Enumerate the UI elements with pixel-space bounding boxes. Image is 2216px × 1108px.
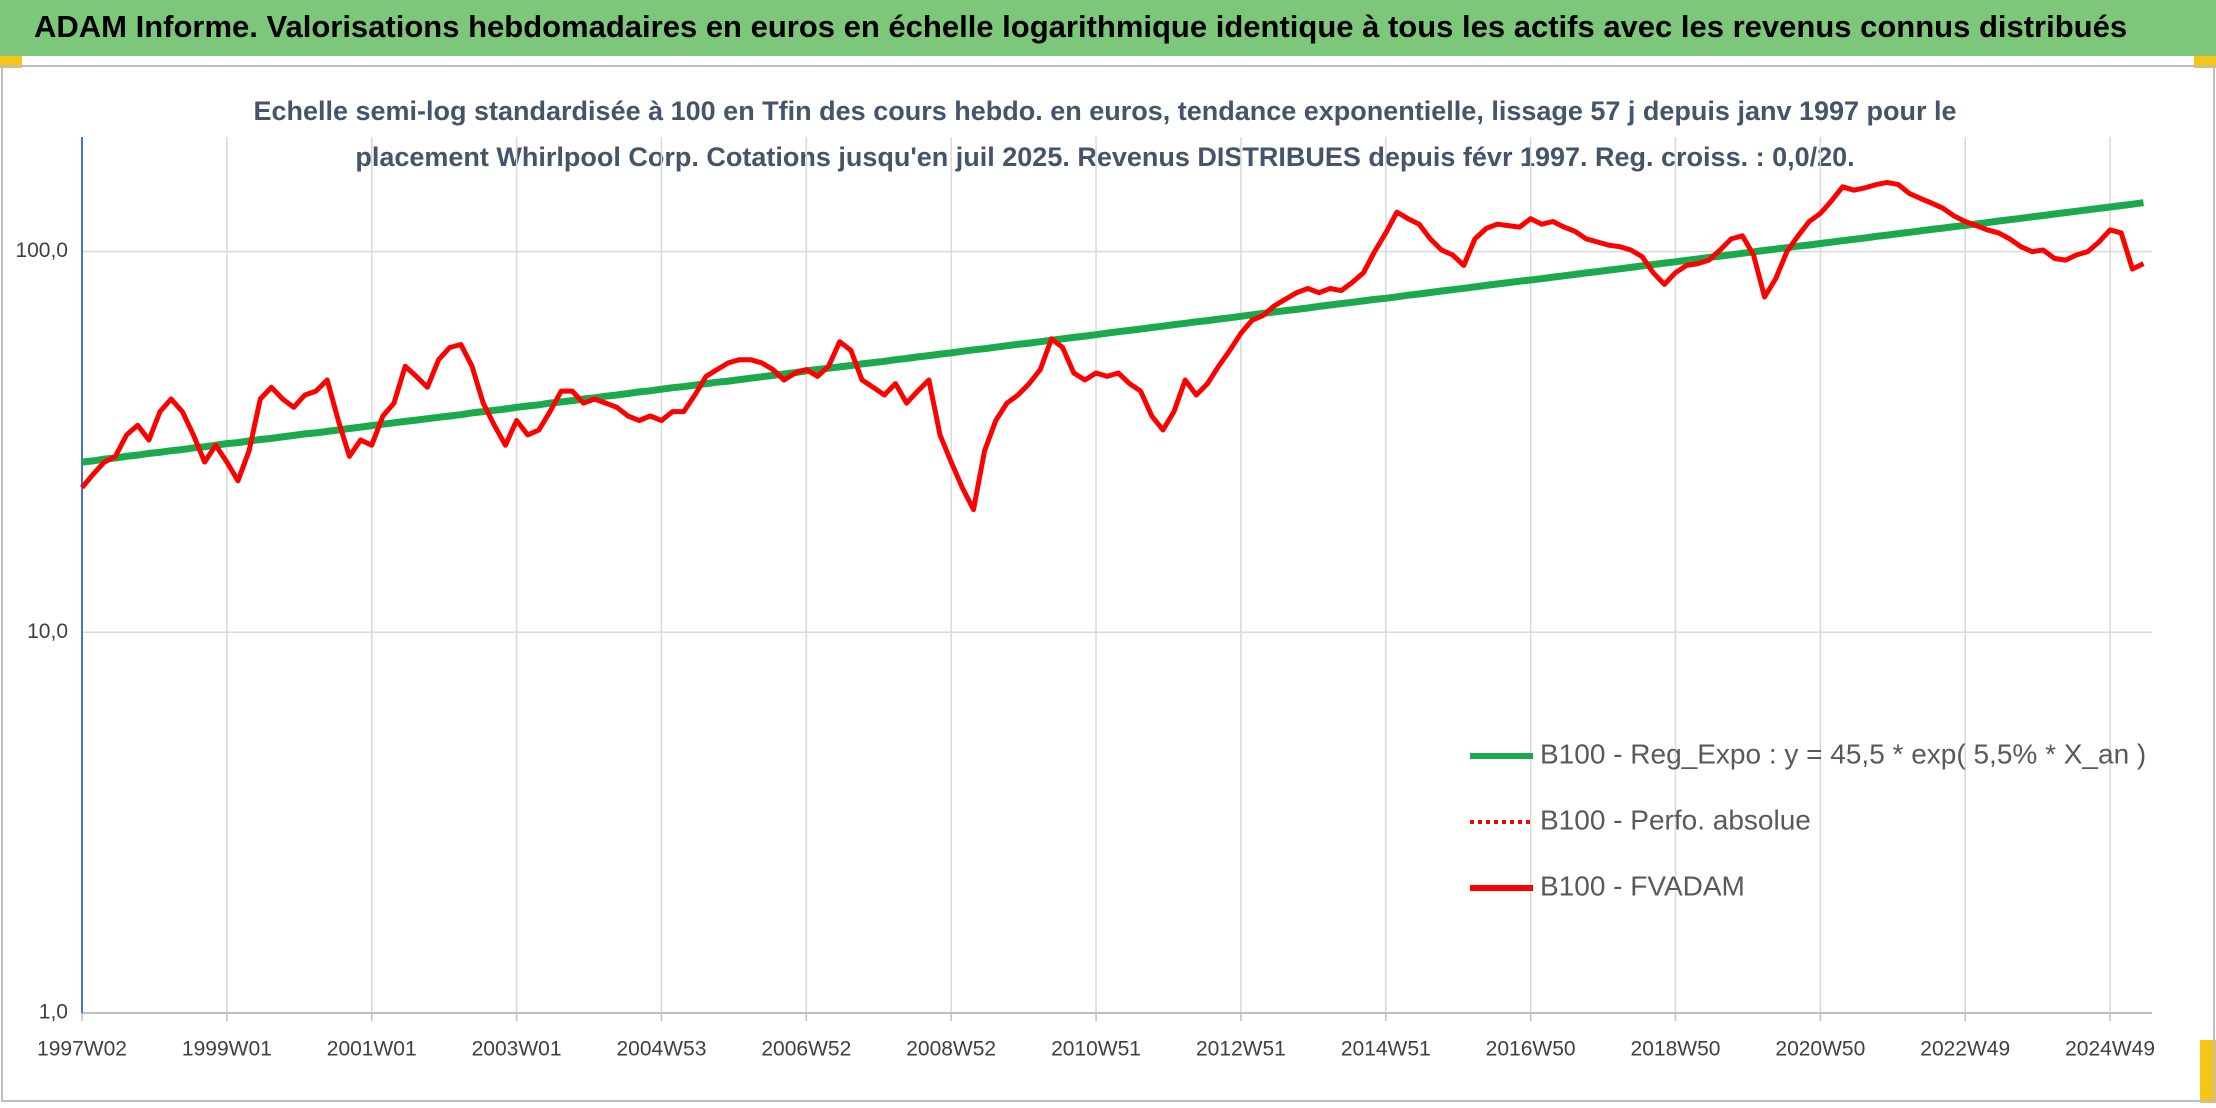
x-tick-label: 2010W51 xyxy=(1051,1038,1141,1061)
x-tick-label: 2022W49 xyxy=(1920,1038,2010,1061)
x-tick-label: 2008W52 xyxy=(906,1038,996,1061)
y-tick-label: 1,0 xyxy=(39,1001,68,1024)
legend-label: B100 - Reg_Expo : y = 45,5 * exp( 5,5% *… xyxy=(1540,738,2146,769)
x-tick-label: 2024W49 xyxy=(2065,1038,2155,1061)
chart-subtitle: placement Whirlpool Corp. Cotations jusq… xyxy=(355,142,1854,172)
legend-label: B100 - FVADAM xyxy=(1540,870,1745,901)
series-line xyxy=(81,199,2144,466)
frame xyxy=(1,65,2215,1102)
x-tick-label: 2004W53 xyxy=(616,1038,706,1061)
legend-label: B100 - Perfo. absolue xyxy=(1540,804,1811,835)
x-tick-label: 2014W51 xyxy=(1341,1038,1431,1061)
page-title: ADAM Informe. Valorisations hebdomadaire… xyxy=(34,9,2127,44)
x-tick-label: 2016W50 xyxy=(1486,1038,1576,1061)
corner-mark xyxy=(2200,1040,2216,1103)
y-tick-label: 100,0 xyxy=(15,239,68,262)
x-tick-label: 2018W50 xyxy=(1631,1038,1721,1061)
header-bar xyxy=(0,0,2216,56)
x-tick-label: 1997W02 xyxy=(37,1038,127,1061)
y-tick-label: 10,0 xyxy=(27,620,68,643)
chart-subtitle: Echelle semi-log standardisée à 100 en T… xyxy=(253,96,1956,126)
x-tick-label: 2003W01 xyxy=(472,1038,562,1061)
x-tick-label: 2020W50 xyxy=(1775,1038,1865,1061)
x-tick-label: 1999W01 xyxy=(182,1038,272,1061)
x-tick-label: 2001W01 xyxy=(327,1038,417,1061)
x-tick-label: 2006W52 xyxy=(761,1038,851,1061)
x-tick-label: 2012W51 xyxy=(1196,1038,1286,1061)
series-line xyxy=(80,179,2145,513)
